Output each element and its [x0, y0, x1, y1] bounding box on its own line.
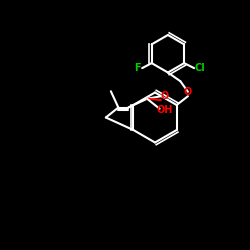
Text: Cl: Cl: [194, 63, 205, 73]
Text: OH: OH: [157, 105, 173, 115]
Text: F: F: [134, 63, 140, 73]
Text: O: O: [184, 87, 192, 97]
Text: O: O: [160, 91, 169, 101]
